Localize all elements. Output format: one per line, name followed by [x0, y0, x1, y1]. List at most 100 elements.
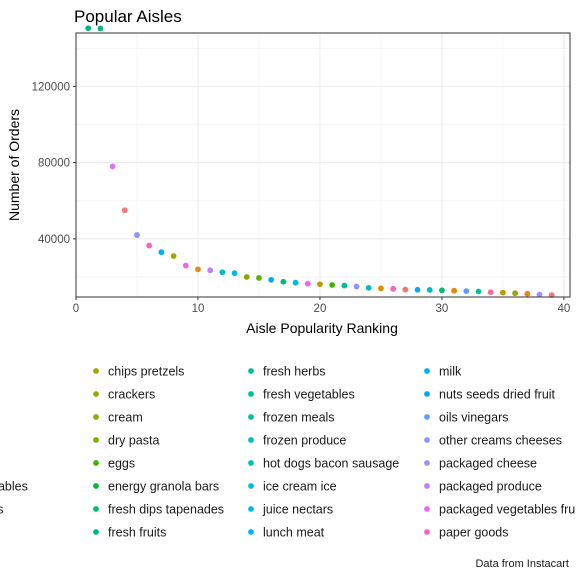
- legend-label: eggs: [108, 457, 135, 471]
- legend-label: packaged vegetables fruit: [439, 503, 576, 517]
- legend-label: fresh herbs: [263, 365, 326, 379]
- y-axis-title: Number of Orders: [6, 109, 22, 221]
- legend-key: [248, 460, 254, 466]
- legend-key: [248, 529, 254, 535]
- legend: ormuladientslateed vegetablesals beansch…: [0, 365, 576, 540]
- data-point: [182, 262, 189, 269]
- y-tick-label: 80000: [38, 158, 70, 170]
- legend-label: nuts seeds dried fruit: [439, 388, 556, 402]
- legend-key: [248, 368, 254, 374]
- data-point: [146, 242, 153, 249]
- data-point: [207, 267, 214, 274]
- legend-label: juice nectars: [262, 503, 333, 517]
- axis-ticks: 0 10 20 30 40 40000 80000 120000: [32, 81, 571, 315]
- data-point: [219, 269, 226, 276]
- data-point: [256, 275, 262, 281]
- data-point: [341, 282, 348, 289]
- legend-key: [93, 506, 99, 512]
- x-tick-label: 10: [192, 303, 205, 315]
- legend-key: [424, 437, 430, 443]
- data-point: [463, 288, 470, 294]
- legend-key: [93, 529, 99, 535]
- legend-key: [248, 437, 254, 443]
- data-point: [85, 25, 92, 32]
- data-point: [268, 276, 275, 283]
- legend-label: ice cream ice: [263, 480, 337, 494]
- legend-label: lunch meat: [263, 526, 325, 540]
- legend-label: packaged produce: [439, 480, 542, 494]
- legend-label: ed vegetables: [0, 480, 28, 494]
- data-point: [170, 253, 177, 259]
- legend-label: fresh vegetables: [263, 388, 355, 402]
- legend-label: hot dogs bacon sausage: [263, 457, 399, 471]
- caption: Data from Instacart: [475, 558, 569, 570]
- data-point: [329, 282, 336, 288]
- data-point: [475, 288, 482, 295]
- plot-panel: [76, 33, 570, 297]
- data-point: [243, 274, 250, 280]
- x-tick-label: 40: [558, 303, 571, 315]
- legend-key: [248, 483, 254, 489]
- data-point: [451, 287, 458, 294]
- legend-label: paper goods: [439, 526, 509, 540]
- legend-label: frozen meals: [263, 411, 335, 425]
- data-point: [121, 207, 128, 214]
- data-point: [317, 281, 323, 288]
- legend-label: dry pasta: [108, 434, 159, 448]
- legend-key: [424, 506, 430, 512]
- legend-key: [248, 391, 254, 397]
- legend-label: frozen produce: [263, 434, 346, 448]
- legend-key: [424, 460, 430, 466]
- legend-key: [93, 368, 99, 374]
- data-point: [365, 284, 372, 291]
- legend-label: other creams cheeses: [439, 434, 562, 448]
- data-point: [487, 289, 494, 296]
- legend-label: als beans: [0, 503, 4, 517]
- data-point: [280, 278, 287, 285]
- data-point: [390, 285, 397, 292]
- legend-key: [93, 460, 99, 466]
- data-point: [402, 286, 409, 293]
- legend-key: [93, 483, 99, 489]
- data-point: [512, 290, 519, 297]
- grid-lines: [75, 33, 570, 297]
- data-point: [536, 291, 543, 298]
- data-point: [426, 287, 433, 293]
- data-point: [353, 283, 360, 290]
- y-tick-label: 40000: [38, 234, 70, 246]
- legend-label: milk: [439, 365, 462, 379]
- x-tick-label: 0: [73, 303, 79, 315]
- legend-key: [93, 391, 99, 397]
- legend-key: [93, 414, 99, 420]
- data-points: [85, 25, 555, 298]
- legend-key: [248, 414, 254, 420]
- data-point: [524, 290, 531, 297]
- legend-key: [424, 368, 430, 374]
- data-point: [439, 287, 445, 294]
- legend-label: cream: [108, 411, 143, 425]
- x-tick-label: 20: [314, 303, 327, 315]
- legend-key: [248, 506, 254, 512]
- data-point: [109, 163, 116, 170]
- plot-border: [75, 32, 571, 298]
- chart-title: Popular Aisles: [74, 7, 182, 26]
- legend-label: energy granola bars: [108, 480, 219, 494]
- legend-key: [424, 529, 430, 535]
- legend-label: packaged cheese: [439, 457, 537, 471]
- x-tick-label: 30: [436, 303, 449, 315]
- data-point: [231, 270, 238, 277]
- data-point: [304, 280, 311, 287]
- data-point: [378, 285, 384, 292]
- data-point: [97, 25, 104, 32]
- data-point: [500, 289, 506, 296]
- legend-label: crackers: [108, 388, 155, 402]
- data-point: [292, 279, 299, 286]
- legend-key: [93, 437, 99, 443]
- legend-label: chips pretzels: [108, 365, 184, 379]
- legend-key: [424, 391, 430, 397]
- x-axis-title: Aisle Popularity Ranking: [246, 320, 398, 336]
- legend-label: fresh dips tapenades: [108, 503, 224, 517]
- legend-label: oils vinegars: [439, 411, 508, 425]
- y-tick-label: 120000: [32, 81, 70, 93]
